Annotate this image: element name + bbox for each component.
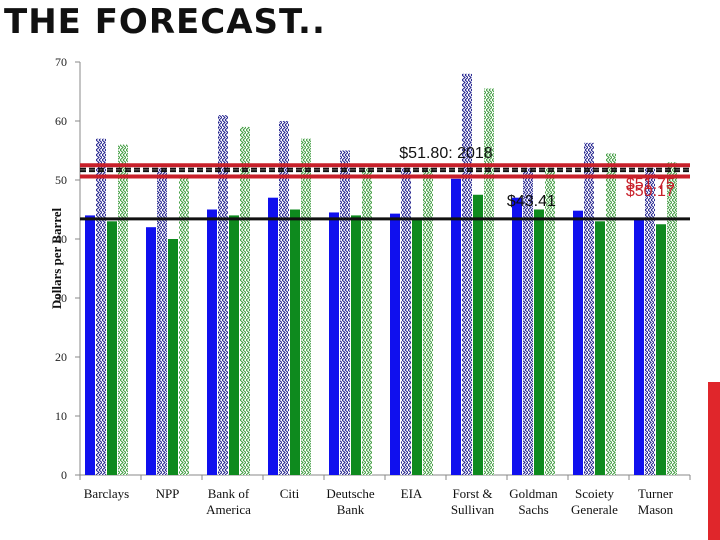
bar-3-3	[229, 215, 239, 475]
reference-lines	[80, 163, 690, 221]
annotation-label-2: $43.41	[507, 193, 556, 210]
bar-2-6	[401, 168, 411, 475]
y-tick-label: 50	[55, 173, 67, 187]
chart-axes: 0 10 20 30 40 50 60 70 Dollars per Barrel	[49, 55, 691, 482]
bar-4-2	[179, 177, 189, 476]
y-tick-label: 10	[55, 409, 67, 423]
bar-4-6	[423, 168, 433, 475]
slide-title: THE FORECAST..	[4, 2, 326, 42]
bar-3-1	[107, 221, 117, 475]
bar-2-5	[340, 150, 350, 475]
bar-3-9	[595, 221, 605, 475]
bar-2-3	[218, 115, 228, 475]
category-label: Turner Mason	[638, 486, 674, 517]
y-tick-label: 70	[55, 55, 67, 69]
bar-2-10	[645, 168, 655, 475]
bar-4-4	[301, 138, 311, 475]
y-tick-label: 30	[55, 291, 67, 305]
bar-3-10	[656, 224, 666, 475]
bar-3-4	[290, 209, 300, 475]
bar-4-5	[362, 168, 372, 475]
bar-1-4	[268, 197, 278, 475]
bar-3-8	[534, 209, 544, 475]
bar-1-9	[573, 210, 583, 475]
y-tick-label: 40	[55, 232, 67, 246]
bar-2-1	[96, 138, 106, 475]
y-tick-label: 20	[55, 350, 67, 364]
bar-4-3	[240, 126, 250, 476]
bar-4-9	[606, 153, 616, 475]
bar-1-1	[85, 215, 95, 475]
chart-bars	[85, 73, 677, 476]
category-label: Citi	[280, 486, 300, 501]
annotation-label-3: $51.75	[626, 176, 675, 193]
category-label: NPP	[156, 486, 180, 501]
bar-1-5	[329, 212, 339, 475]
category-label: Forst & Sullivan	[451, 486, 495, 517]
annotation-label-1: $51.80: 2018	[399, 145, 493, 162]
category-label: EIA	[401, 486, 423, 501]
bar-2-9	[584, 142, 594, 475]
y-axis-label: Dollars per Barrel	[49, 207, 64, 309]
bar-3-5	[351, 215, 361, 475]
bar-1-3	[207, 209, 217, 475]
bar-1-7	[451, 178, 461, 475]
bar-4-10	[667, 162, 677, 476]
chart-labels: Barclays NPP Bank of America Citi Deutsche Ban…	[84, 145, 675, 517]
bar-2-8	[523, 168, 533, 475]
bar-2-2	[157, 168, 167, 475]
bar-1-2	[146, 227, 156, 475]
y-tick-label: 0	[61, 468, 67, 482]
category-label: Goldman Sachs	[509, 486, 558, 517]
category-label: Scoiety Generale	[571, 486, 618, 517]
bar-1-8	[512, 197, 522, 475]
bar-3-6	[412, 218, 422, 475]
bar-1-10	[634, 218, 644, 475]
bar-3-7	[473, 194, 483, 475]
annotation-label-4: $50.17	[626, 183, 675, 200]
bar-1-6	[390, 213, 400, 475]
bar-4-7	[484, 88, 494, 476]
bar-2-4	[279, 121, 289, 475]
bar-3-2	[168, 239, 178, 475]
bar-4-8	[545, 168, 555, 475]
category-label: Deutsche Bank	[326, 486, 375, 517]
category-label: Barclays	[84, 486, 129, 501]
y-tick-label: 60	[55, 114, 67, 128]
bar-2-7	[462, 73, 472, 476]
bar-4-1	[118, 144, 128, 475]
category-label: Bank of America	[206, 486, 251, 517]
accent-bar	[708, 382, 720, 540]
